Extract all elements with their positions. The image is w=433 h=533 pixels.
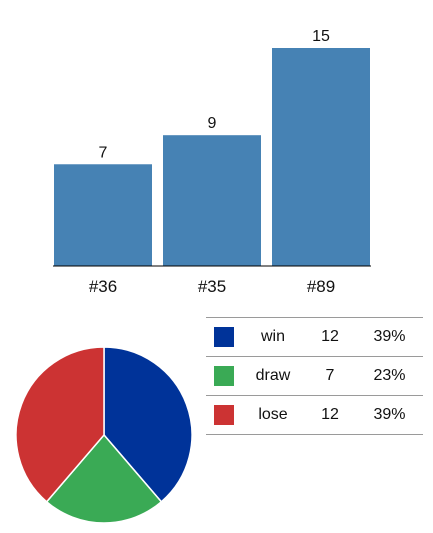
bar-value-label: 15 xyxy=(312,28,330,45)
bar-35 xyxy=(163,135,261,266)
legend-count-win: 12 xyxy=(304,317,356,357)
legend-percent-win: 39% xyxy=(356,317,423,357)
legend-swatch-cell xyxy=(206,356,242,396)
bar-labels: 7 #36 9 #35 15 #89 xyxy=(89,28,335,296)
legend-count-lose: 12 xyxy=(304,395,356,435)
legend-label-draw: draw xyxy=(242,356,304,396)
legend-label-win: win xyxy=(242,317,304,357)
legend-label-lose: lose xyxy=(242,395,304,435)
pie-slice-draw xyxy=(45,433,163,524)
category-tick-label: #36 xyxy=(89,277,117,296)
legend-swatch-cell xyxy=(206,395,242,435)
legend-count-draw: 7 xyxy=(304,356,356,396)
bar-value-label: 7 xyxy=(99,144,108,161)
bar-value-label: 9 xyxy=(208,115,217,132)
legend-row-lose: lose 12 39% xyxy=(206,395,423,435)
legend-row-draw: draw 7 23% xyxy=(206,356,423,396)
bar-chart: 7 #36 9 #35 15 #89 xyxy=(53,28,371,296)
legend-swatch-win xyxy=(214,327,234,347)
legend-percent-draw: 23% xyxy=(356,356,423,396)
category-tick-label: #35 xyxy=(198,277,226,296)
legend-percent-lose: 39% xyxy=(356,395,423,435)
pie-slices xyxy=(15,346,193,524)
bar-36 xyxy=(54,164,152,266)
category-tick-label: #89 xyxy=(307,277,335,296)
legend-swatch-lose xyxy=(214,405,234,425)
pie-chart xyxy=(15,346,193,524)
pie-slice-lose xyxy=(15,346,105,503)
pie-slice-win xyxy=(103,346,193,503)
legend-swatch-draw xyxy=(214,366,234,386)
legend-swatch-cell xyxy=(206,317,242,357)
legend-row-win: win 12 39% xyxy=(206,317,423,357)
bar-series xyxy=(54,48,370,266)
legend-table: win 12 39% draw 7 23% lose 12 39% xyxy=(206,317,423,435)
bar-89 xyxy=(272,48,370,266)
